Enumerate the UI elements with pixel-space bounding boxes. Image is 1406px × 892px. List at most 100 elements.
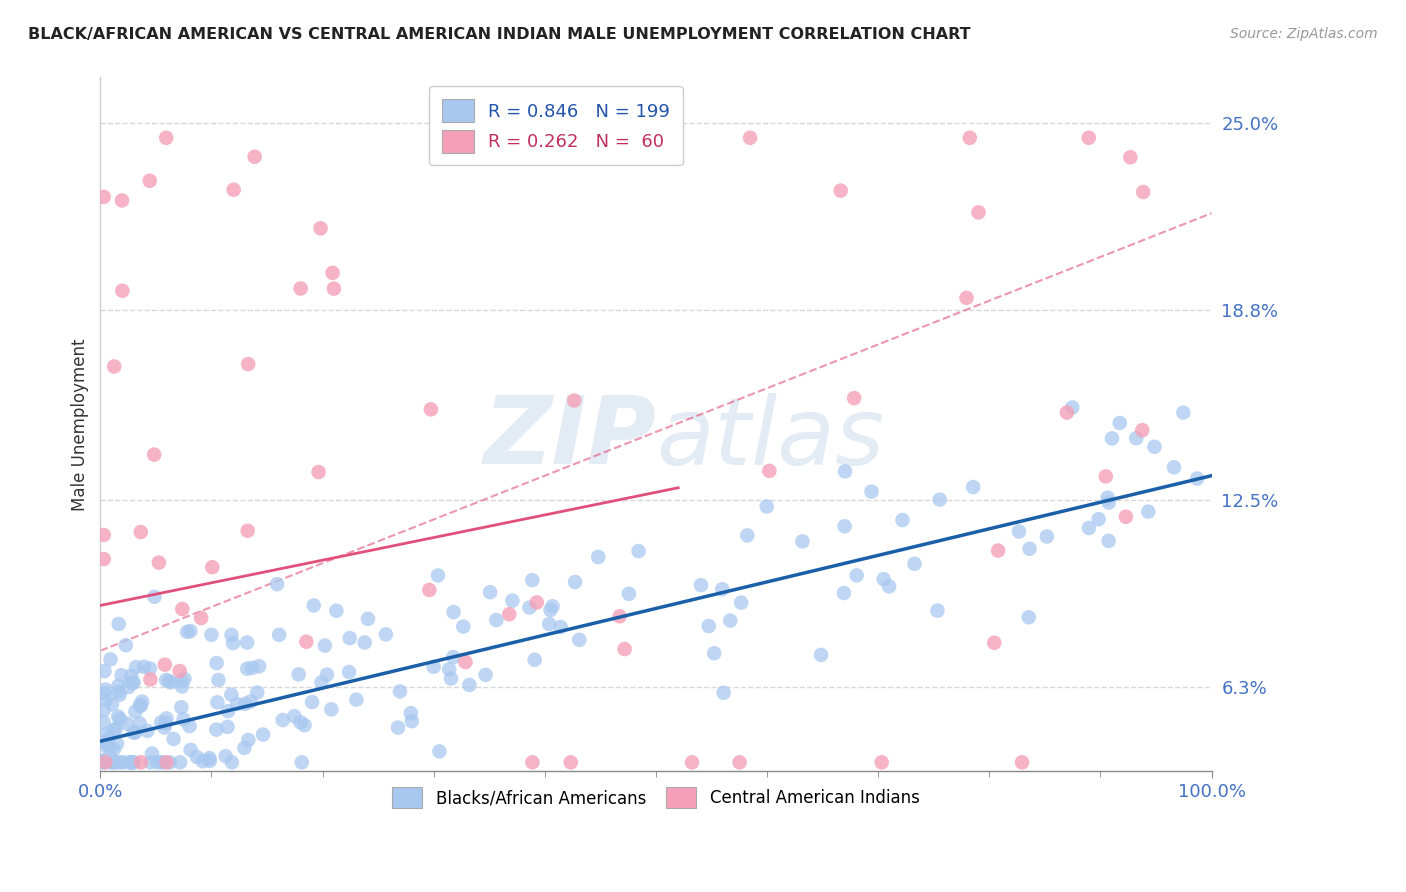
- Point: [613, 642, 636, 657]
- Point: [564, 574, 586, 589]
- Point: [834, 519, 856, 533]
- Point: [955, 291, 977, 305]
- Point: [246, 685, 269, 699]
- Point: [236, 635, 259, 649]
- Point: [111, 284, 134, 298]
- Point: [522, 756, 544, 770]
- Point: [252, 727, 274, 741]
- Point: [173, 712, 195, 726]
- Point: [399, 706, 422, 720]
- Point: [1098, 533, 1121, 548]
- Point: [190, 611, 212, 625]
- Point: [111, 194, 134, 208]
- Point: [100, 652, 122, 666]
- Point: [143, 448, 166, 462]
- Point: [201, 560, 224, 574]
- Point: [233, 697, 256, 711]
- Point: [845, 568, 868, 582]
- Point: [125, 660, 148, 674]
- Point: [891, 513, 914, 527]
- Point: [170, 679, 193, 693]
- Point: [562, 393, 585, 408]
- Point: [108, 756, 131, 770]
- Point: [339, 631, 361, 645]
- Point: [690, 578, 713, 592]
- Text: Source: ZipAtlas.com: Source: ZipAtlas.com: [1230, 27, 1378, 41]
- Point: [93, 190, 115, 204]
- Point: [100, 756, 122, 770]
- Point: [152, 756, 174, 770]
- Point: [440, 672, 463, 686]
- Point: [1137, 505, 1160, 519]
- Point: [1087, 512, 1109, 526]
- Point: [93, 686, 115, 700]
- Point: [117, 680, 139, 694]
- Point: [94, 682, 117, 697]
- Point: [222, 183, 245, 197]
- Point: [100, 756, 122, 770]
- Point: [560, 756, 582, 770]
- Point: [344, 692, 367, 706]
- Point: [870, 756, 893, 770]
- Point: [205, 723, 228, 737]
- Point: [609, 609, 631, 624]
- Point: [437, 662, 460, 676]
- Point: [1036, 529, 1059, 543]
- Point: [627, 544, 650, 558]
- Point: [104, 722, 127, 736]
- Point: [96, 738, 118, 752]
- Point: [540, 603, 562, 617]
- Point: [586, 549, 609, 564]
- Point: [101, 698, 124, 712]
- Point: [103, 723, 125, 737]
- Point: [295, 634, 318, 648]
- Point: [122, 725, 145, 739]
- Point: [107, 684, 129, 698]
- Point: [271, 713, 294, 727]
- Point: [550, 620, 572, 634]
- Point: [1115, 509, 1137, 524]
- Point: [121, 756, 143, 770]
- Point: [322, 266, 344, 280]
- Point: [176, 624, 198, 639]
- Point: [128, 716, 150, 731]
- Point: [325, 604, 347, 618]
- Point: [697, 619, 720, 633]
- Point: [243, 150, 266, 164]
- Point: [498, 607, 520, 622]
- Point: [810, 648, 832, 662]
- Point: [115, 638, 138, 652]
- Point: [703, 646, 725, 660]
- Point: [93, 552, 115, 566]
- Point: [93, 715, 115, 730]
- Point: [834, 464, 856, 478]
- Point: [198, 754, 221, 768]
- Point: [388, 684, 411, 698]
- Point: [120, 756, 142, 770]
- Text: atlas: atlas: [657, 392, 884, 483]
- Point: [316, 667, 339, 681]
- Point: [1056, 406, 1078, 420]
- Point: [141, 747, 163, 761]
- Point: [162, 731, 184, 746]
- Point: [681, 756, 703, 770]
- Point: [217, 704, 239, 718]
- Point: [131, 694, 153, 708]
- Text: ZIP: ZIP: [484, 392, 657, 484]
- Point: [454, 655, 477, 669]
- Point: [172, 602, 194, 616]
- Point: [107, 679, 129, 693]
- Point: [238, 357, 260, 371]
- Point: [159, 675, 181, 690]
- Point: [877, 579, 900, 593]
- Point: [155, 130, 177, 145]
- Point: [429, 744, 451, 758]
- Point: [118, 756, 141, 770]
- Point: [221, 756, 243, 770]
- Point: [1173, 406, 1195, 420]
- Point: [1098, 495, 1121, 509]
- Point: [179, 719, 201, 733]
- Point: [153, 721, 176, 735]
- Point: [105, 737, 128, 751]
- Point: [266, 577, 288, 591]
